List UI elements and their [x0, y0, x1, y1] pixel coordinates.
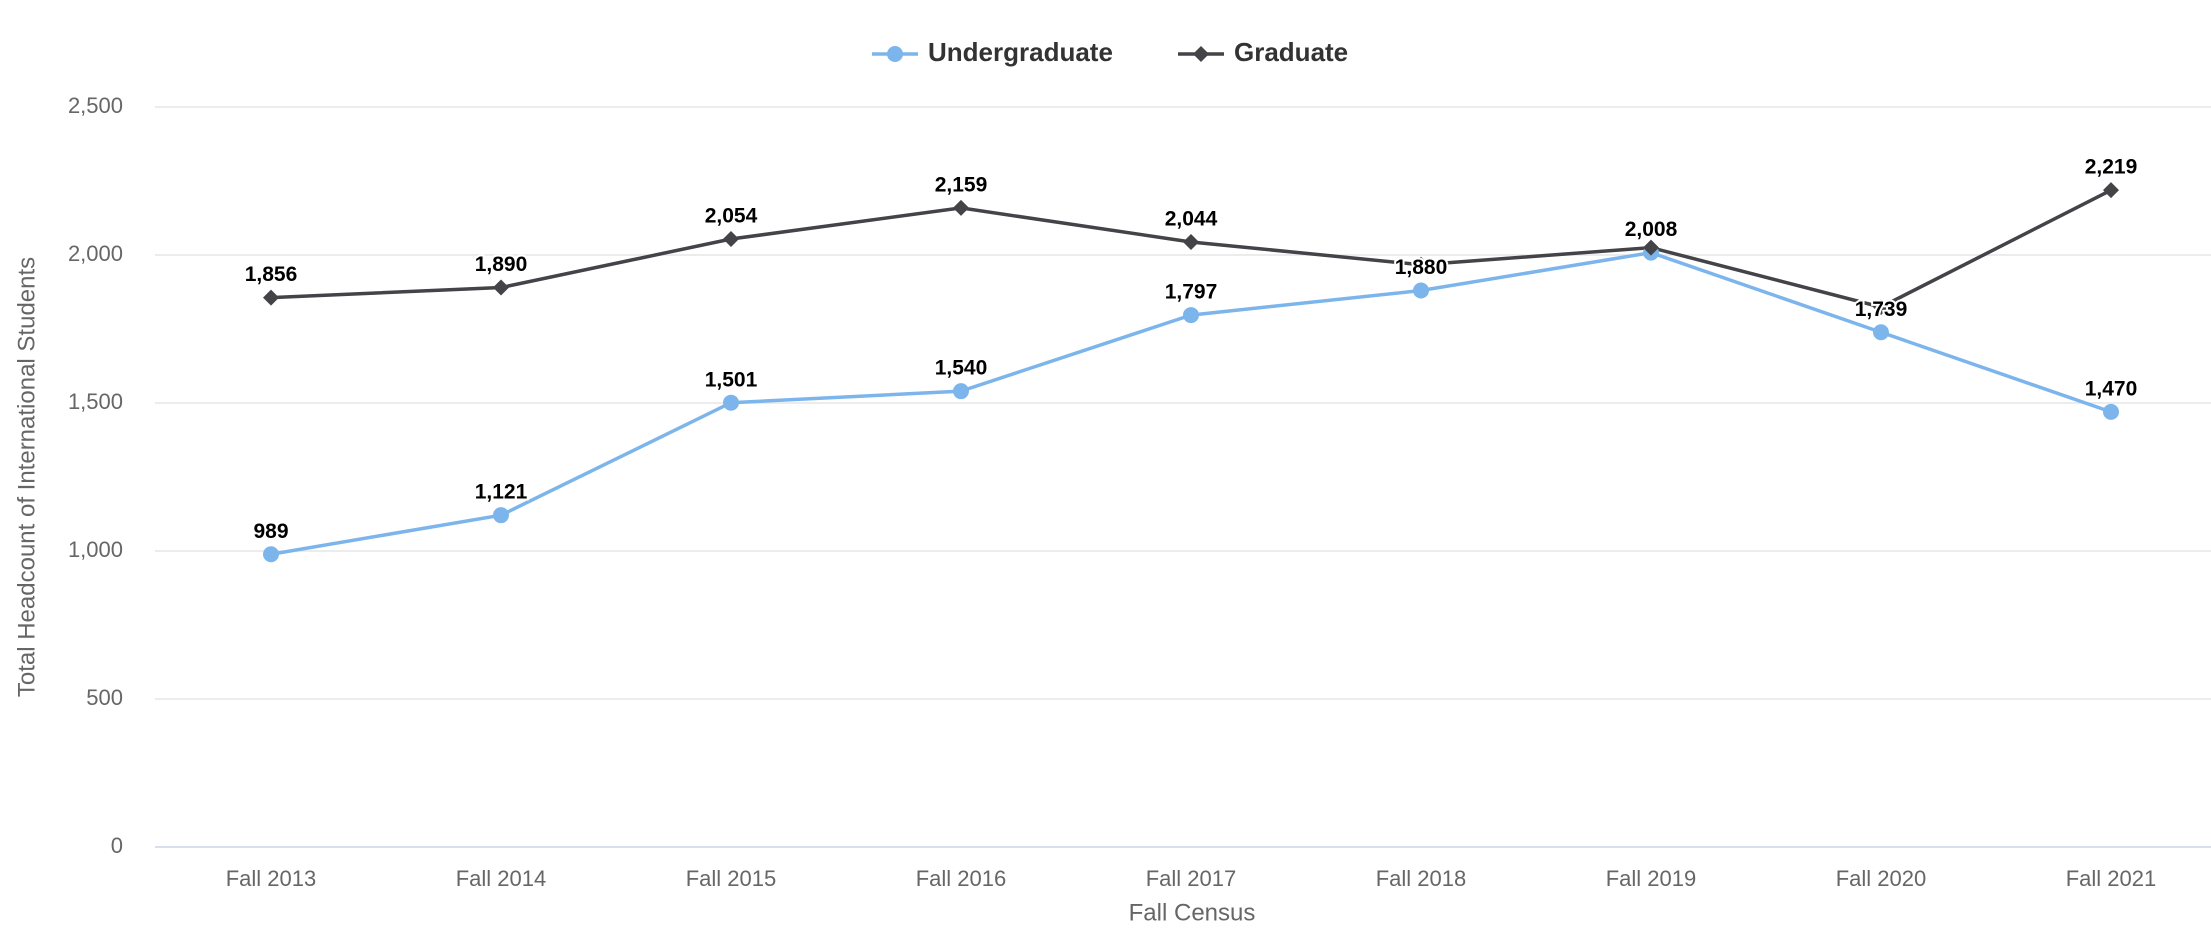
data-point — [493, 507, 509, 524]
data-label: 1,739 — [1855, 298, 1908, 321]
data-point — [263, 289, 279, 306]
data-label: 1,880 — [1395, 256, 1448, 279]
x-tick-label: Fall 2013 — [226, 866, 317, 891]
data-label: 2,044 — [1165, 208, 1218, 231]
x-tick-label: Fall 2021 — [2066, 866, 2157, 891]
data-label: 1,540 — [935, 357, 988, 380]
y-tick-label: 1,500 — [68, 389, 123, 414]
legend-marker — [1193, 46, 1209, 62]
x-tick-label: Fall 2019 — [1606, 866, 1697, 891]
data-point — [2103, 182, 2119, 199]
data-label: 1,121 — [475, 481, 528, 504]
data-point — [1413, 282, 1429, 299]
y-tick-label: 0 — [111, 833, 123, 858]
data-point — [493, 279, 509, 296]
x-tick-label: Fall 2016 — [916, 866, 1007, 891]
x-tick-label: Fall 2015 — [686, 866, 777, 891]
data-label: 2,159 — [935, 173, 988, 196]
y-tick-label: 2,000 — [68, 241, 123, 266]
data-point — [1183, 307, 1199, 324]
data-label: 2,008 — [1625, 218, 1678, 241]
data-point — [1643, 239, 1659, 256]
x-tick-label: Fall 2020 — [1836, 866, 1927, 891]
data-label: 1,470 — [2085, 377, 2138, 400]
x-tick-label: Fall 2014 — [456, 866, 547, 891]
data-label: 2,219 — [2085, 156, 2138, 179]
data-label: 989 — [253, 520, 288, 543]
data-point — [1873, 324, 1889, 341]
data-label: 2,054 — [705, 205, 758, 228]
data-point — [723, 231, 739, 248]
data-point — [1873, 299, 1889, 316]
data-point — [953, 383, 969, 400]
legend-label: Undergraduate — [928, 37, 1113, 67]
y-tick-label: 1,000 — [68, 537, 123, 562]
data-label: 1,890 — [475, 253, 528, 276]
data-point — [953, 199, 969, 216]
data-point — [1413, 256, 1429, 273]
legend-marker — [887, 46, 903, 62]
x-axis-title: Fall Census — [1129, 899, 1256, 926]
x-tick-label: Fall 2017 — [1146, 866, 1237, 891]
y-tick-label: 2,500 — [68, 93, 123, 118]
data-point — [723, 394, 739, 411]
data-point — [1183, 233, 1199, 250]
data-point — [263, 546, 279, 563]
y-axis-title: Total Headcount of International Student… — [13, 257, 40, 697]
data-point — [2103, 403, 2119, 420]
legend-label: Graduate — [1234, 37, 1348, 67]
data-label: 1,501 — [705, 368, 758, 391]
data-label: 1,856 — [245, 263, 298, 286]
x-tick-label: Fall 2018 — [1376, 866, 1467, 891]
data-label: 1,797 — [1165, 281, 1218, 304]
y-tick-label: 500 — [86, 685, 123, 710]
